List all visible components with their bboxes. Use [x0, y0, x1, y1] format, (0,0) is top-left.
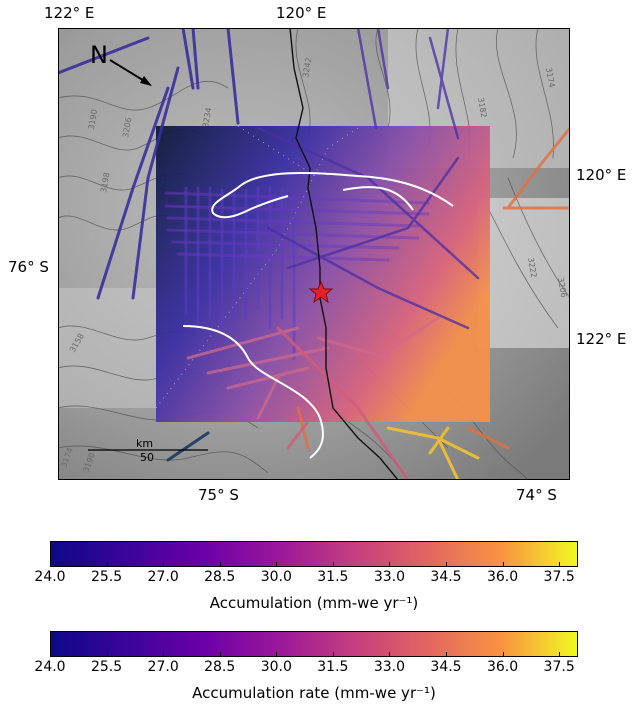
- lat-label-left: 76° S: [8, 258, 49, 276]
- colorbar-accumulation-title: Accumulation (mm-we yr⁻¹): [209, 594, 419, 612]
- contour-label: 3206: [556, 277, 568, 299]
- colorbar-tick-label: 31.5: [317, 569, 349, 585]
- colorbar-tick-label: 31.5: [317, 659, 349, 675]
- colorbar-tick-label: 37.5: [543, 569, 575, 585]
- colorbar-accumulation-rate: [50, 631, 578, 657]
- colorbar-tick-label: 34.5: [430, 659, 462, 675]
- colorbar-tick-mark: [559, 562, 561, 567]
- colorbar-tick-mark: [446, 652, 447, 657]
- colorbar-tick-label: 24.0: [34, 659, 66, 675]
- colorbar-tick-mark: [163, 562, 165, 567]
- colorbar-accumulation-rate-title: Accumulation rate (mm-we yr⁻¹): [192, 684, 436, 702]
- contour-label: 3222: [526, 257, 538, 279]
- colorbar-tick-mark: [50, 652, 51, 657]
- colorbar-tick-label: 27.0: [147, 659, 179, 675]
- contour-label: 3206: [121, 117, 133, 139]
- colorbar-accumulation-rate-ticks: 24.0 25.5 27.0 28.5 30.0 31.5 33.0 34.5 36.0 37.5: [34, 652, 578, 677]
- colorbar-tick-mark: [50, 562, 51, 567]
- lon-label-top-left: 122° E: [44, 4, 95, 22]
- colorbar-tick-mark: [106, 652, 108, 657]
- north-arrow-icon: [109, 59, 152, 86]
- colorbar-tick-mark: [106, 562, 108, 567]
- colorbar-tick-label: 24.0: [34, 569, 66, 585]
- contour-label: 3242: [301, 57, 313, 79]
- scale-bar-unit: km: [136, 437, 153, 450]
- lat-label-bottom-right: 74° S: [516, 486, 557, 504]
- north-arrow-label: N: [90, 41, 108, 69]
- flight-lines: [58, 28, 570, 480]
- colorbar-tick-label: 28.5: [204, 569, 236, 585]
- scale-bar-value: 50: [140, 451, 154, 464]
- contour-label: 3174: [544, 67, 556, 89]
- map-panel: 3190 3206 3214 3198 3234 3242 3182 3174 …: [58, 28, 570, 480]
- lon-label-top-right: 120° E: [276, 4, 327, 22]
- colorbar-tick-label: 25.5: [90, 659, 123, 675]
- scale-bar: km 50: [88, 437, 208, 464]
- colorbar-accumulation-ticks: 24.0 25.5 27.0 28.5 30.0 31.5 33.0 34.5 36.0 37.5: [34, 562, 578, 587]
- colorbar-tick-label: 34.5: [430, 569, 462, 585]
- colorbar-tick-mark: [276, 562, 278, 567]
- colorbar-tick-label: 33.0: [373, 569, 406, 585]
- colorbar-tick-mark: [219, 562, 221, 567]
- white-outlines: [182, 172, 454, 459]
- contour-label: 3190: [87, 109, 99, 131]
- colorbar-tick-mark: [163, 652, 165, 657]
- colorbar-tick-mark: [502, 562, 504, 567]
- lon-label-right-lower: 122° E: [576, 330, 627, 348]
- target-star-marker: [308, 280, 334, 304]
- colorbar-tick-mark: [446, 562, 447, 567]
- ice-divide-line: [289, 28, 399, 480]
- colorbar-tick-label: 28.5: [204, 659, 236, 675]
- accumulation-raster: [156, 126, 490, 422]
- lat-label-bottom-mid: 75° S: [198, 486, 239, 504]
- colorbar-tick-label: 27.0: [147, 569, 179, 585]
- colorbar-tick-mark: [219, 652, 221, 657]
- colorbar-tick-label: 30.0: [260, 659, 292, 675]
- contour-label: 3182: [476, 97, 488, 119]
- lon-label-right-upper: 120° E: [576, 166, 627, 184]
- colorbar-tick-mark: [332, 562, 334, 567]
- colorbar-tick-mark: [389, 562, 391, 567]
- colorbar-tick-label: 36.0: [486, 569, 519, 585]
- colorbar-tick-label: 33.0: [373, 659, 406, 675]
- colorbar-tick-mark: [332, 652, 334, 657]
- colorbar-tick-mark: [559, 652, 561, 657]
- contour-label: 3198: [99, 172, 111, 194]
- colorbar-tick-mark: [276, 652, 278, 657]
- colorbar-tick-label: 37.5: [543, 659, 575, 675]
- contour-label: 3234: [201, 107, 213, 129]
- colorbar-tick-label: 36.0: [486, 659, 519, 675]
- colorbar-tick-label: 30.0: [260, 569, 292, 585]
- colorbar-tick-label: 25.5: [90, 569, 123, 585]
- colorbar-tick-mark: [389, 652, 391, 657]
- colorbar-tick-mark: [502, 652, 504, 657]
- colorbar-accumulation: [50, 541, 578, 567]
